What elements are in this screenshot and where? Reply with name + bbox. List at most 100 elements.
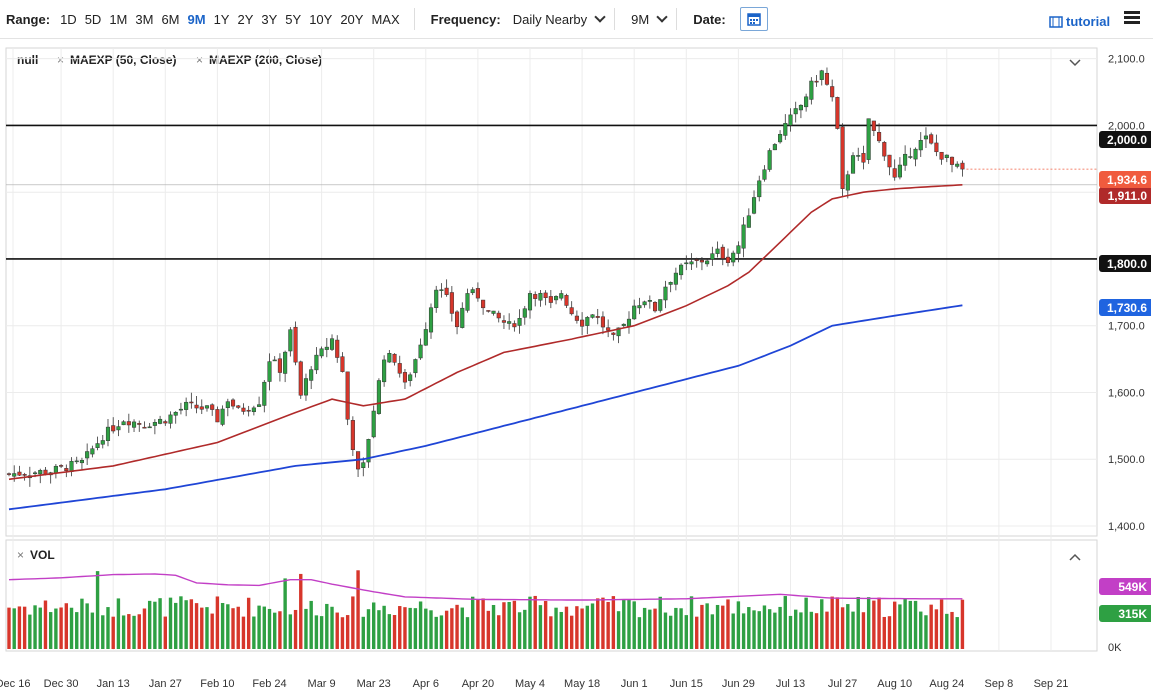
remove-study-icon[interactable]: ×	[57, 53, 65, 67]
price-chart[interactable]: 1,400.01,500.01,600.01,700.01,800.01,900…	[0, 40, 1153, 691]
volume-bar	[158, 598, 162, 649]
range-button-max[interactable]: MAX	[371, 11, 400, 27]
range-button-2y[interactable]: 2Y	[237, 11, 254, 27]
candle-body	[762, 169, 767, 180]
volume-bar	[101, 615, 105, 649]
candle-body	[158, 418, 163, 424]
legend-symbol: null	[17, 53, 38, 67]
range-button-5y[interactable]: 5Y	[285, 11, 302, 27]
range-button-6m[interactable]: 6M	[161, 11, 180, 27]
volume-bar	[538, 605, 543, 649]
candle-body	[788, 114, 793, 126]
chevron-down-icon	[656, 11, 668, 23]
volume-bar	[835, 597, 840, 649]
x-tick-label: Jan 13	[97, 678, 130, 690]
volume-bar	[226, 604, 230, 649]
candle-body	[757, 180, 762, 198]
divider	[614, 8, 616, 30]
volume-bar	[205, 607, 209, 649]
remove-study-icon[interactable]: ×	[17, 548, 25, 562]
range-button-5d[interactable]: 5D	[84, 11, 102, 27]
volume-bar	[377, 610, 381, 649]
candle-body	[184, 401, 189, 410]
volume-bar	[351, 596, 355, 649]
range-button-10y[interactable]: 10Y	[309, 11, 333, 27]
volume-bar	[142, 608, 147, 649]
candle-body	[277, 358, 282, 373]
volume-bar	[767, 609, 772, 649]
candle-body	[105, 426, 111, 441]
candle-body	[475, 288, 480, 299]
hamburger-menu-icon[interactable]	[1124, 11, 1140, 25]
period-dropdown[interactable]: 9M	[631, 11, 668, 27]
candle-body	[850, 155, 856, 174]
volume-bar	[392, 615, 397, 649]
candle-body	[251, 407, 256, 413]
candle-body	[371, 410, 376, 438]
volume-bar	[236, 606, 240, 649]
candle-body	[283, 351, 288, 374]
volume-bar	[299, 573, 303, 649]
range-button-3y[interactable]: 3Y	[261, 11, 278, 27]
candle-body	[43, 469, 48, 475]
candle-body	[705, 260, 710, 265]
study-ma200-label: MAEXP (200, Close)	[209, 53, 323, 67]
volume-bar	[653, 608, 657, 649]
volume-bar	[95, 571, 100, 649]
volume-bar	[429, 610, 433, 649]
volume-bar	[642, 607, 647, 649]
volume-bar	[705, 603, 709, 649]
volume-bar	[220, 603, 225, 649]
x-tick-label: Apr 6	[413, 678, 439, 690]
remove-study-icon[interactable]: ×	[196, 53, 204, 67]
range-button-1y[interactable]: 1Y	[213, 11, 230, 27]
volume-bar	[382, 605, 386, 649]
x-tick-label: Jun 29	[722, 678, 755, 690]
chevron-up-icon[interactable]	[1069, 553, 1081, 561]
volume-bar	[184, 600, 188, 649]
volume-bar	[75, 612, 79, 649]
candle-body	[496, 312, 501, 319]
volume-bar	[200, 607, 204, 649]
toolbar: Range: 1D 5D 1M 3M 6M 9M 1Y 2Y 3Y 5Y 10Y 20Y MAX Fre…	[0, 0, 1153, 39]
legend-volume: × VOL	[17, 548, 55, 562]
film-icon	[1049, 15, 1063, 28]
candle-body	[960, 162, 965, 170]
calendar-button[interactable]	[739, 7, 768, 31]
candle-body	[751, 197, 757, 214]
candle-body	[210, 404, 215, 410]
candle-body	[173, 411, 178, 416]
volume-bar	[33, 605, 37, 649]
volume-bar	[627, 599, 631, 649]
x-tick-label: Aug 24	[929, 678, 964, 690]
volume-bar	[648, 609, 652, 649]
ma200-badge: 1,730.6	[1099, 299, 1151, 316]
chevron-down-icon[interactable]	[1069, 59, 1081, 67]
candle-body	[767, 150, 772, 170]
range-button-1d[interactable]: 1D	[60, 11, 77, 27]
range-button-1m[interactable]: 1M	[109, 11, 128, 27]
candle-body	[501, 320, 506, 323]
volume-bar	[293, 609, 298, 649]
range-button-9m[interactable]: 9M	[187, 11, 206, 27]
ma50-badge: 1,911.0	[1099, 187, 1151, 204]
volume-bar	[903, 598, 907, 649]
range-buttons: 1D 5D 1M 3M 6M 9M 1Y 2Y 3Y 5Y 10Y 20Y MAX	[56, 12, 404, 27]
frequency-value: Daily Nearby	[512, 11, 588, 27]
volume-bar	[168, 597, 173, 649]
x-tick-label: May 4	[515, 678, 545, 690]
volume-bar	[470, 596, 475, 649]
candle-body	[918, 140, 923, 151]
volume-bar	[887, 616, 892, 649]
range-button-20y[interactable]: 20Y	[340, 11, 364, 27]
volume-bar	[502, 602, 506, 649]
volume-bar	[408, 607, 412, 649]
volume-bar	[731, 613, 735, 649]
candle-body	[741, 224, 746, 249]
frequency-dropdown[interactable]: Daily Nearby	[512, 11, 606, 27]
candle-body	[668, 282, 673, 285]
volume-bar	[434, 616, 438, 649]
volume-bar	[747, 607, 751, 649]
range-button-3m[interactable]: 3M	[135, 11, 154, 27]
tutorial-link[interactable]: tutorial	[1049, 14, 1110, 29]
